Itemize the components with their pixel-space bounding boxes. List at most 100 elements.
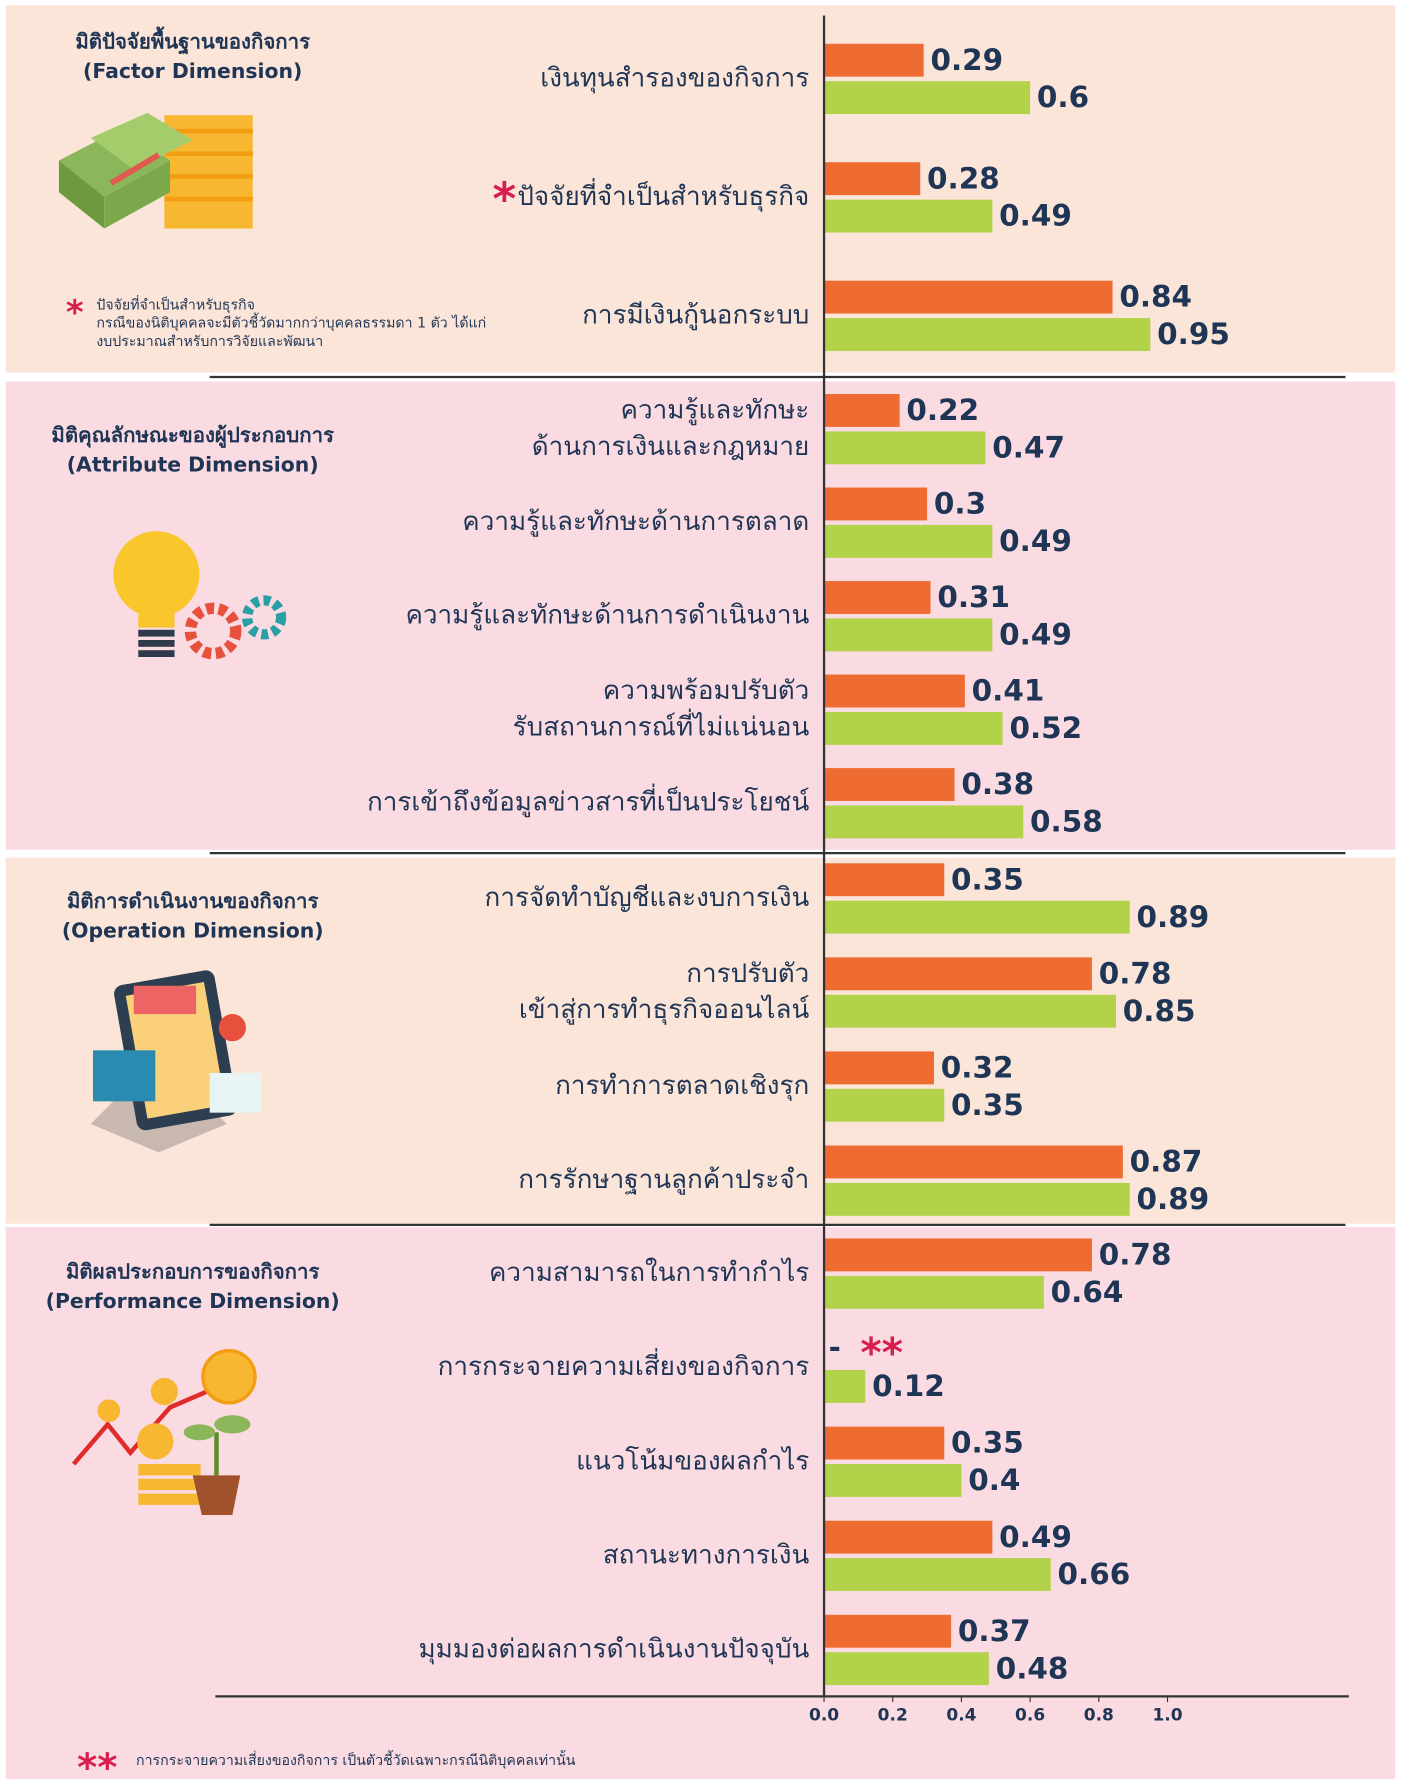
section-subtitle: (Attribute Dimension) [67, 452, 319, 476]
value-label: 0.22 [906, 393, 979, 427]
value-label: 0.89 [1137, 900, 1210, 934]
footnote-mark: ** [77, 1746, 117, 1781]
x-tick-label: 0.6 [1015, 1706, 1045, 1726]
value-label: 0.89 [1137, 1182, 1210, 1216]
bar [824, 581, 931, 614]
bar [824, 1614, 952, 1648]
footnote-mark: ** [860, 1329, 903, 1377]
value-label: 0.49 [999, 524, 1072, 558]
footnote-text: กรณีของนิติบุคคลจะมีตัวชี้วัดมากกว่าบุคค… [96, 313, 486, 332]
bar [824, 957, 1092, 991]
bar [824, 674, 965, 708]
phone-icon [90, 970, 261, 1153]
value-label: 0.41 [972, 674, 1045, 708]
section-subtitle: (Performance Dimension) [46, 1289, 340, 1313]
category-label: รับสถานการณ์ที่ไม่แน่นอน [513, 708, 810, 742]
value-label: 0.78 [1099, 1238, 1172, 1272]
bar [824, 431, 986, 465]
bar [824, 1426, 945, 1460]
x-tick-label: 0.8 [1084, 1706, 1114, 1726]
growth-icon [71, 1348, 257, 1516]
bar [824, 1088, 945, 1122]
value-label: 0.49 [999, 199, 1072, 233]
value-label: 0.12 [872, 1369, 945, 1403]
category-label: การมีเงินกู้นอกระบบ [582, 300, 809, 330]
bar [824, 1520, 993, 1554]
bar [824, 768, 955, 801]
section-subtitle: (Factor Dimension) [83, 59, 302, 83]
category-label: การทำการตลาดเชิงรุก [555, 1071, 809, 1101]
bar [824, 1558, 1051, 1591]
footnote-text: ปัจจัยที่จำเป็นสำหรับธุรกิจ [96, 295, 255, 314]
bar [824, 487, 928, 521]
bar [824, 524, 993, 558]
bar [824, 1182, 1130, 1216]
footnote-mark: * [66, 293, 84, 333]
section-subtitle: (Operation Dimension) [62, 918, 324, 942]
bar [824, 318, 1151, 351]
bar [824, 863, 945, 897]
category-label: การปรับตัว [686, 959, 809, 989]
category-label: ความสามารถในการทำกำไร [489, 1257, 809, 1288]
value-label: 0.52 [1009, 711, 1082, 745]
category-label: ความรู้และทักษะด้านการตลาด [462, 507, 809, 537]
bar [824, 1652, 989, 1686]
value-label: 0.64 [1051, 1275, 1124, 1309]
footnote-mark: * [493, 172, 517, 225]
bar [824, 900, 1130, 934]
section-bg [5, 381, 1396, 850]
section-title: มิติปัจจัยพื้นฐานของกิจการ [75, 26, 310, 56]
value-label: 0.31 [937, 580, 1010, 614]
value-label: 0.35 [951, 1088, 1024, 1122]
value-label: 0.58 [1030, 805, 1103, 839]
section-title: มิติผลประกอบการของกิจการ [66, 1259, 319, 1283]
category-label: เข้าสู่การทำธุรกิจออนไลน์ [519, 994, 810, 1025]
value-label: 0.32 [941, 1051, 1014, 1085]
bulb-icon [113, 531, 287, 660]
value-label: 0.48 [996, 1651, 1069, 1685]
category-label: ปัจจัยที่จำเป็นสำหรับธุรกิจ [517, 178, 809, 212]
value-label: - [829, 1330, 841, 1364]
category-label: ความรู้และทักษะ [621, 396, 810, 426]
bar [824, 280, 1113, 314]
value-label: 0.85 [1123, 994, 1196, 1028]
value-label: 0.49 [999, 618, 1072, 652]
bar [824, 1051, 934, 1085]
footnote-text: การกระจายความเสี่ยงของกิจการ เป็นตัวชี้ว… [136, 1750, 576, 1769]
value-label: 0.84 [1119, 280, 1192, 314]
category-label: การเข้าถึงข้อมูลข่าวสารที่เป็นประโยชน์ [367, 784, 810, 818]
value-label: 0.78 [1099, 956, 1172, 990]
category-label: เงินทุนสำรองของกิจการ [540, 63, 809, 93]
category-label: ด้านการเงินและกฎหมาย [532, 432, 810, 462]
bar [824, 43, 924, 77]
bar [824, 1464, 962, 1497]
value-label: 0.66 [1058, 1557, 1131, 1591]
value-label: 0.87 [1130, 1145, 1203, 1179]
value-label: 0.37 [958, 1614, 1031, 1648]
category-label: สถานะทางการเงิน [603, 1540, 810, 1570]
x-tick-label: 0.4 [946, 1706, 976, 1726]
value-label: 0.49 [999, 1520, 1072, 1554]
bar [824, 805, 1024, 839]
category-label: การรักษาฐานลูกค้าประจำ [518, 1165, 809, 1195]
x-tick-label: 1.0 [1152, 1706, 1182, 1726]
bar [824, 81, 1031, 115]
bar [824, 1369, 866, 1403]
bar [824, 711, 1003, 745]
value-label: 0.35 [951, 862, 1024, 896]
value-label: 0.3 [934, 487, 986, 521]
section-bg [5, 1227, 1396, 1780]
value-label: 0.35 [951, 1426, 1024, 1460]
bar [824, 199, 993, 233]
category-label: ความพร้อมปรับตัว [603, 676, 810, 706]
bar [824, 1145, 1123, 1179]
value-label: 0.6 [1037, 80, 1089, 114]
value-label: 0.38 [961, 767, 1034, 801]
bar [824, 1275, 1044, 1309]
value-label: 0.28 [927, 161, 1000, 195]
value-label: 0.47 [992, 431, 1065, 465]
category-label: การจัดทำบัญชีและงบการเงิน [485, 883, 810, 913]
value-label: 0.29 [930, 43, 1003, 77]
bar [824, 1238, 1092, 1272]
bar [824, 994, 1116, 1028]
